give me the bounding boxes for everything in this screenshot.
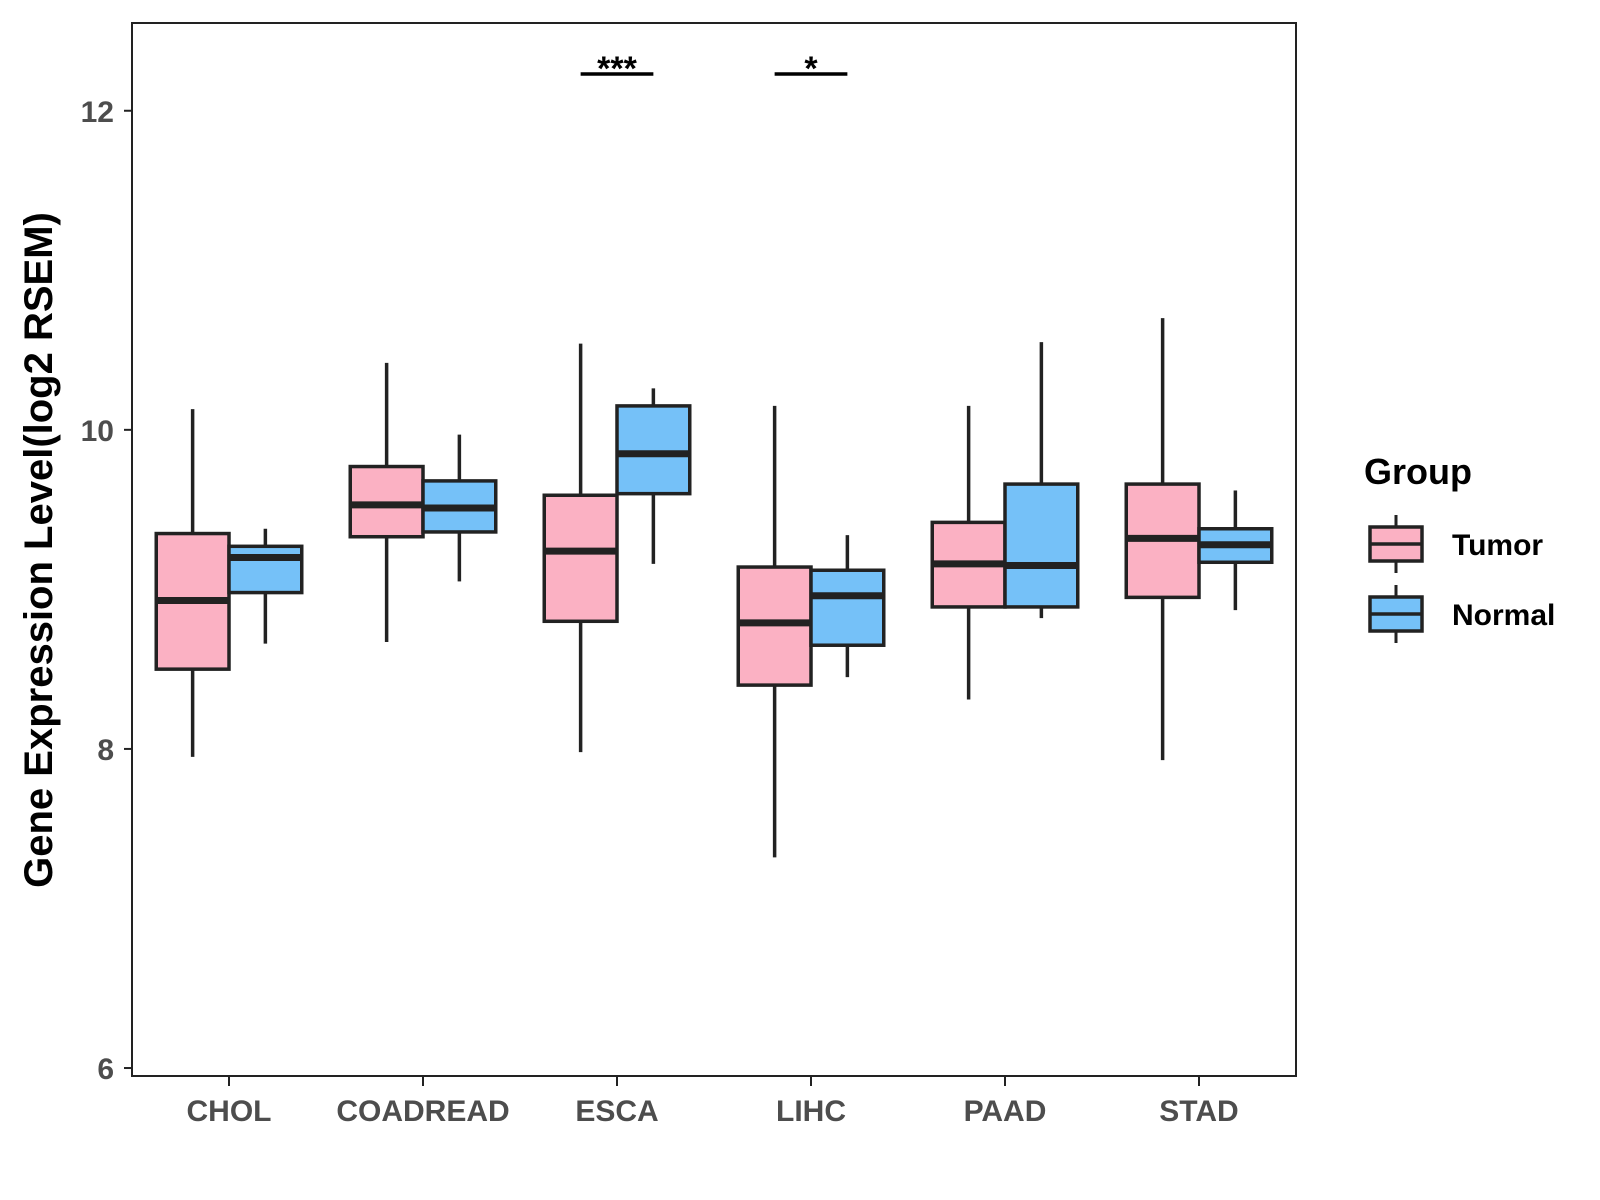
x-tick-label: STAD [1159,1095,1238,1128]
legend-key-normal [1368,585,1424,643]
y-axis-title: Gene Expression Level(log2 RSEM) [17,212,61,888]
y-tick-label: 10 [81,415,114,448]
legend-label-tumor: Tumor [1452,529,1543,562]
significance-label: *** [597,50,637,88]
box-normal-coadread [421,434,498,582]
y-tick-label: 6 [97,1053,114,1086]
x-tick-label: ESCA [575,1095,658,1128]
x-tick-label: CHOL [187,1095,272,1128]
box-tumor-lihc [736,405,813,858]
y-tick-label: 8 [97,734,114,767]
box-normal-paad [1003,342,1080,619]
significance-label: * [804,50,818,88]
x-tick-label: COADREAD [336,1095,509,1128]
box-normal-stad [1197,490,1274,611]
box-group [154,318,1274,858]
y-axis: 6 8 10 12 [81,96,132,1086]
box-body [615,404,692,496]
box-normal-lihc [809,535,886,678]
x-axis: CHOL COADREAD ESCA LIHC PAAD STAD [187,1076,1239,1128]
box-body [1003,482,1080,609]
legend-title: Group [1364,451,1472,492]
box-tumor-chol [154,409,231,757]
box-normal-chol [227,528,304,644]
box-body [227,544,304,595]
legend-key-tumor [1368,515,1424,573]
box-tumor-esca [542,343,619,753]
plot-panel [131,22,1297,1077]
box-body [542,493,619,624]
x-tick-label: LIHC [776,1095,846,1128]
box-normal-esca [615,388,692,564]
x-tick-label: PAAD [964,1095,1047,1128]
legend-label-normal: Normal [1452,599,1555,632]
y-tick-label: 12 [81,96,114,129]
box-body [809,568,886,647]
legend: Group Tumor Normal [1364,451,1555,643]
significance-annotations: *** * [580,50,848,88]
